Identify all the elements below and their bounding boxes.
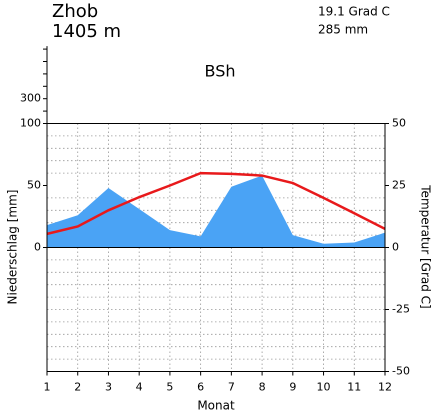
y2-tick-label: 50 xyxy=(392,117,406,130)
x-tick-label: 8 xyxy=(259,381,266,394)
y2-tick-label: -25 xyxy=(392,303,410,316)
x-tick-label: 1 xyxy=(44,381,51,394)
x-tick-label: 4 xyxy=(136,381,143,394)
x-tick-label: 6 xyxy=(197,381,204,394)
annual-precipitation: 285 mm xyxy=(318,23,368,37)
precipitation-area xyxy=(47,175,385,248)
station-name: Zhob xyxy=(52,1,98,22)
climate-class: BSh xyxy=(205,62,236,81)
elevation: 1405 m xyxy=(52,21,121,42)
y-axis-label: Niederschlag [mm] xyxy=(6,190,20,305)
y2-tick-label: -50 xyxy=(392,365,410,378)
x-tick-label: 12 xyxy=(378,381,392,394)
x-tick-label: 11 xyxy=(347,381,361,394)
y2-tick-label: 25 xyxy=(392,179,406,192)
y-tick-label: 0 xyxy=(34,241,41,254)
x-tick-label: 10 xyxy=(317,381,331,394)
x-tick-label: 5 xyxy=(166,381,173,394)
y2-axis-label: Temperatur [Grad C] xyxy=(419,184,433,308)
x-tick-label: 2 xyxy=(74,381,81,394)
x-axis-label: Monat xyxy=(197,399,235,413)
mean-temperature: 19.1 Grad C xyxy=(318,5,390,19)
temperature-line xyxy=(46,171,386,236)
x-tick-label: 7 xyxy=(228,381,235,394)
x-tick-label: 9 xyxy=(289,381,296,394)
y-tick-label: 100 xyxy=(20,117,41,130)
y-tick-label: 300 xyxy=(20,92,41,105)
y2-tick-label: 0 xyxy=(392,241,399,254)
y-tick-label: 50 xyxy=(27,179,41,192)
x-tick-label: 3 xyxy=(105,381,112,394)
